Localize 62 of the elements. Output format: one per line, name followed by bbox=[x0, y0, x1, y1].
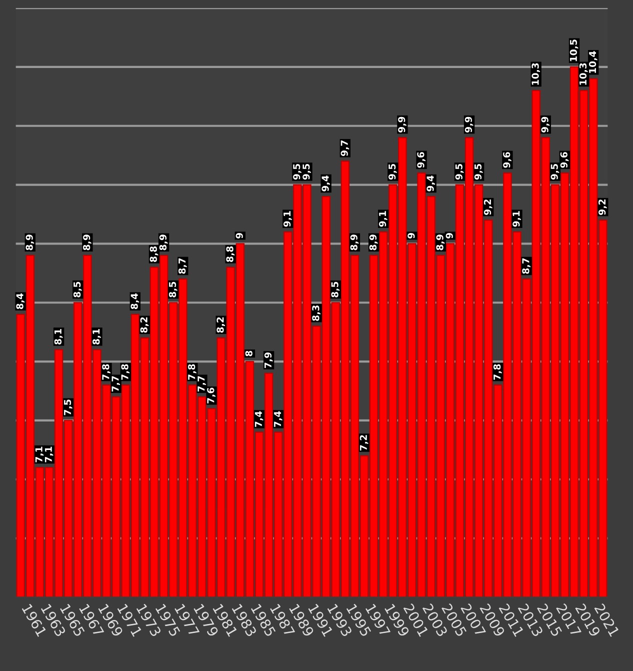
data-label: 9,6 bbox=[417, 152, 426, 168]
data-label: 9,5 bbox=[388, 164, 397, 180]
data-label: 9,6 bbox=[503, 152, 512, 168]
data-label: 9,5 bbox=[550, 164, 560, 180]
data-label: 8 bbox=[245, 350, 252, 356]
data-label: 9,6 bbox=[560, 152, 569, 168]
data-label: 7,7 bbox=[112, 376, 120, 392]
data-label: 9,5 bbox=[293, 164, 302, 180]
data-label: 8,7 bbox=[522, 258, 530, 274]
data-label: 8,9 bbox=[83, 234, 92, 250]
data-label: 9,2 bbox=[598, 200, 607, 215]
data-label: 9 bbox=[446, 233, 453, 239]
data-label: 8,4 bbox=[16, 293, 25, 310]
data-label: 8,7 bbox=[178, 258, 187, 274]
data-label: 7,9 bbox=[264, 352, 273, 368]
data-label: 10,3 bbox=[532, 63, 540, 85]
data-label: 8,8 bbox=[226, 246, 235, 262]
data-label: 9,4 bbox=[322, 176, 330, 192]
data-label: 9,5 bbox=[474, 164, 483, 180]
data-label: 7,8 bbox=[493, 364, 502, 380]
data-label: 7,5 bbox=[64, 400, 72, 416]
data-label: 9,9 bbox=[464, 116, 474, 132]
data-label: 7,4 bbox=[274, 411, 282, 427]
data-label: 9,1 bbox=[512, 211, 521, 227]
data-label: 9,7 bbox=[340, 140, 350, 156]
data-label: 7,4 bbox=[254, 411, 264, 427]
data-label: 8,1 bbox=[92, 328, 101, 344]
data-label: 9,4 bbox=[426, 176, 436, 192]
data-label: 7,8 bbox=[121, 364, 130, 380]
data-label: 8,9 bbox=[369, 234, 378, 250]
data-label: 7,7 bbox=[198, 376, 206, 392]
data-label: 9 bbox=[408, 233, 415, 239]
data-label: 7,2 bbox=[360, 435, 368, 450]
data-label: 9 bbox=[236, 233, 243, 239]
data-label: 8,5 bbox=[73, 282, 82, 298]
data-label: 8,5 bbox=[168, 282, 178, 298]
data-label: 7,8 bbox=[102, 364, 110, 380]
data-label: 8,3 bbox=[312, 305, 320, 321]
data-label: 9,5 bbox=[455, 164, 464, 180]
data-label: 7,6 bbox=[207, 388, 216, 404]
data-label: 9,5 bbox=[302, 164, 311, 180]
data-label: 9,9 bbox=[398, 116, 406, 132]
data-label: 8,9 bbox=[436, 234, 445, 250]
data-label: 8,9 bbox=[350, 234, 359, 250]
data-label: 7,1 bbox=[35, 446, 44, 462]
data-label: 7,1 bbox=[44, 446, 54, 462]
data-label: 10,4 bbox=[588, 51, 598, 73]
data-label: 8,5 bbox=[331, 282, 340, 298]
data-label: 8,9 bbox=[159, 234, 168, 250]
data-label: 9,1 bbox=[378, 211, 388, 227]
data-label: 9,1 bbox=[283, 211, 292, 227]
data-label: 9,9 bbox=[541, 116, 550, 132]
data-label: 8,2 bbox=[140, 317, 149, 333]
data-label: 8,1 bbox=[54, 328, 63, 344]
data-label: 8,4 bbox=[130, 293, 140, 310]
data-label: 8,9 bbox=[26, 234, 34, 250]
data-label: 10,3 bbox=[579, 63, 588, 85]
data-label: 8,2 bbox=[216, 317, 226, 333]
data-label: 8,8 bbox=[150, 246, 158, 262]
data-label: 9,2 bbox=[484, 200, 492, 215]
data-label: 7,8 bbox=[188, 364, 196, 380]
data-label: 10,5 bbox=[570, 40, 578, 62]
